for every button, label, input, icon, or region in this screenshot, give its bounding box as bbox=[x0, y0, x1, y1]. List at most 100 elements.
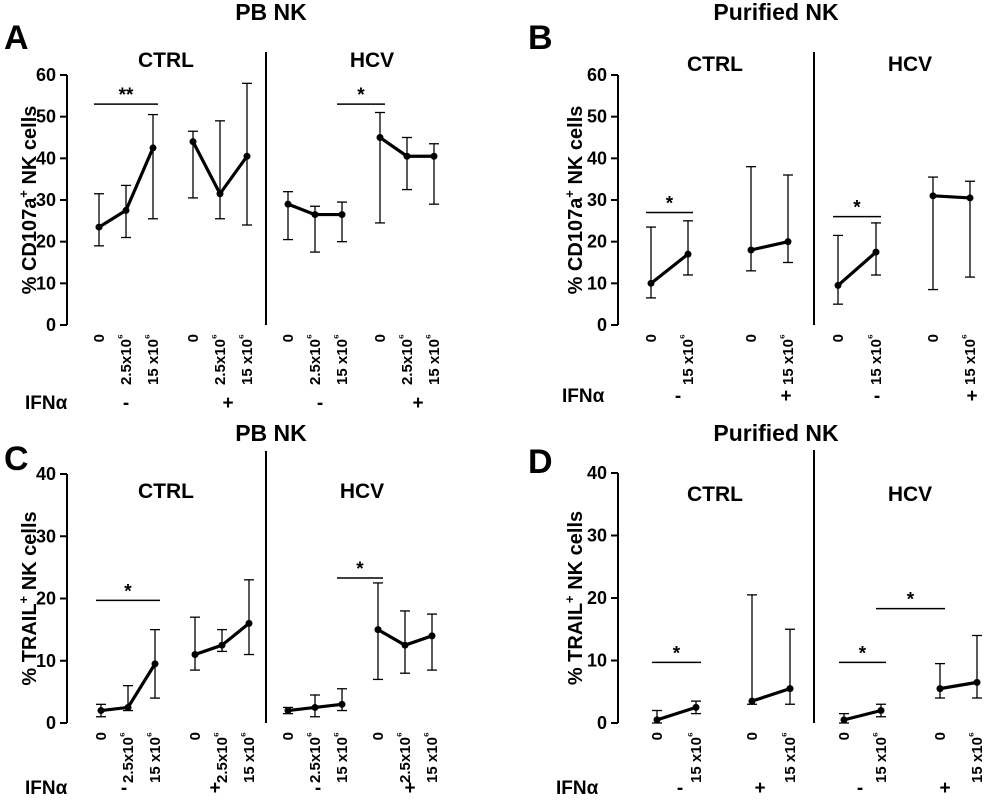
y-axis-label-part: % TRAIL bbox=[565, 603, 587, 685]
y-tick-label: 20 bbox=[587, 232, 607, 252]
y-tick-label: 30 bbox=[587, 526, 607, 546]
x-tick-label: 2.5x10⁶ bbox=[118, 732, 137, 783]
x-tick-label-sup: ⁶ bbox=[210, 334, 222, 339]
data-point bbox=[338, 700, 346, 708]
x-tick-label-part: 15 x10 bbox=[962, 339, 979, 385]
y-tick-label: 50 bbox=[36, 107, 56, 127]
data-point bbox=[653, 716, 661, 724]
x-tick-label: 0 bbox=[280, 334, 297, 342]
y-axis-label: % CD107a+ NK cells bbox=[562, 106, 587, 295]
y-tick-label: 50 bbox=[587, 107, 607, 127]
series-line bbox=[751, 687, 791, 703]
x-tick-label: 0 bbox=[925, 334, 942, 342]
data-point bbox=[784, 238, 792, 246]
data-point bbox=[692, 703, 700, 711]
ifn-value: + bbox=[412, 393, 423, 414]
significance-label: * bbox=[356, 559, 364, 580]
data-point bbox=[428, 632, 436, 640]
ifn-value: + bbox=[939, 778, 950, 799]
ifn-value: + bbox=[209, 778, 220, 799]
x-tick-label-part: 0 bbox=[187, 732, 204, 740]
ifn-value: - bbox=[874, 386, 880, 407]
y-axis-label-part: NK cells bbox=[19, 511, 41, 595]
panel-letter: B bbox=[528, 19, 553, 57]
group-label: CTRL bbox=[687, 483, 743, 506]
x-tick-label: 0 bbox=[185, 334, 202, 342]
x-tick-label-sup: ⁶ bbox=[967, 732, 979, 737]
ifn-value: - bbox=[857, 778, 863, 799]
data-point bbox=[929, 192, 937, 200]
data-point bbox=[403, 152, 411, 160]
x-tick-label-part: 15 x10 bbox=[868, 339, 885, 385]
x-tick-label-part: 0 bbox=[744, 732, 761, 740]
x-tick-label: 2.5x10⁶ bbox=[305, 334, 324, 385]
data-point bbox=[840, 716, 848, 724]
x-tick-label: 0 bbox=[643, 334, 660, 342]
series-line bbox=[750, 240, 789, 252]
x-tick-label-part: 15 x10 bbox=[147, 737, 164, 783]
x-tick-label-part: 0 bbox=[372, 334, 389, 342]
x-tick-label-part: 2.5x10 bbox=[212, 339, 229, 385]
y-axis-label-part: NK cells bbox=[19, 106, 41, 190]
data-point bbox=[684, 250, 692, 258]
data-point bbox=[124, 703, 132, 711]
x-tick-label: 0 bbox=[187, 732, 204, 740]
group-label: CTRL bbox=[138, 480, 194, 503]
data-point bbox=[149, 144, 157, 152]
series-line bbox=[656, 705, 697, 722]
x-tick-label-part: 2.5x10 bbox=[118, 339, 135, 385]
x-tick-label: 15 x10⁶ bbox=[967, 732, 986, 783]
x-tick-label-sup: ⁶ bbox=[422, 732, 434, 737]
data-point bbox=[284, 200, 292, 208]
x-tick-label-part: 2.5x10 bbox=[307, 737, 324, 783]
x-tick-label: 15 x10⁶ bbox=[866, 334, 885, 385]
data-point bbox=[748, 697, 756, 705]
data-point bbox=[311, 703, 319, 711]
x-tick-label: 15 x10⁶ bbox=[145, 732, 164, 783]
data-point bbox=[191, 651, 199, 659]
data-point bbox=[877, 707, 885, 714]
ifn-value: - bbox=[123, 393, 129, 414]
data-point bbox=[189, 138, 197, 146]
y-tick-label: 10 bbox=[587, 273, 607, 293]
x-tick-label-part: 15 x10 bbox=[426, 339, 443, 385]
x-tick-label: 15 x10⁶ bbox=[686, 732, 705, 783]
x-tick-label-sup: ⁶ bbox=[686, 732, 698, 737]
x-tick-label-sup: ⁶ bbox=[305, 732, 317, 737]
x-tick-label: 0 bbox=[91, 334, 108, 342]
ifn-value: - bbox=[121, 778, 127, 799]
x-tick-label-part: 0 bbox=[370, 732, 387, 740]
y-axis-label-part: % CD107a bbox=[565, 197, 587, 295]
x-tick-label-part: 15 x10 bbox=[424, 737, 441, 783]
data-point bbox=[936, 685, 944, 693]
x-tick-label-part: 15 x10 bbox=[780, 339, 797, 385]
y-axis-label-sup: + bbox=[16, 595, 31, 603]
y-axis-label-part: % CD107a bbox=[19, 197, 41, 295]
data-point bbox=[243, 152, 251, 160]
y-axis-label-part: NK cells bbox=[565, 511, 587, 595]
x-tick-label-part: 15 x10 bbox=[969, 737, 986, 783]
y-tick-label: 40 bbox=[587, 463, 607, 483]
x-tick-label-part: 0 bbox=[280, 732, 297, 740]
x-tick-label: 2.5x10⁶ bbox=[210, 334, 229, 385]
x-tick-label: 15 x10⁶ bbox=[960, 334, 979, 385]
ifn-value: + bbox=[404, 778, 415, 799]
y-tick-label: 10 bbox=[587, 651, 607, 671]
x-tick-label: 0 bbox=[649, 732, 666, 740]
y-axis-label-sup: + bbox=[16, 190, 31, 198]
significance-label: ** bbox=[119, 85, 134, 106]
x-tick-label-part: 15 x10 bbox=[782, 737, 799, 783]
x-tick-label-sup: ⁶ bbox=[780, 732, 792, 737]
y-tick-label: 40 bbox=[36, 464, 56, 484]
y-tick-label: 0 bbox=[46, 713, 56, 733]
series-line bbox=[939, 680, 978, 691]
panel-title: Purified NK bbox=[713, 0, 839, 25]
x-tick-label: 0 bbox=[744, 732, 761, 740]
x-tick-label: 0 bbox=[93, 732, 110, 740]
significance-label: * bbox=[853, 198, 861, 219]
x-tick-label-part: 0 bbox=[743, 334, 760, 342]
x-tick-label-sup: ⁶ bbox=[871, 732, 883, 737]
x-tick-label-sup: ⁶ bbox=[332, 732, 344, 737]
